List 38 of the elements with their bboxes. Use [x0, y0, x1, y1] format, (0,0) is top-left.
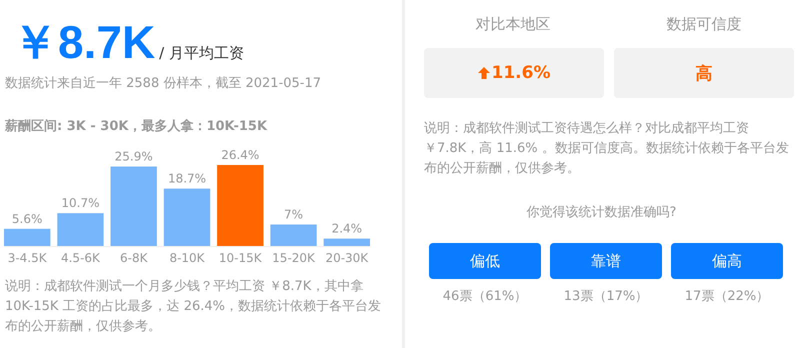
text: 数据统计来自近一年 2588 份样本，截至 2021-05-17 [5, 76, 322, 91]
data-label: 10.7% [61, 196, 100, 210]
text: 数据可信度 [666, 15, 742, 34]
text: 17票（22%） [684, 288, 770, 305]
text: 靠谱 [550, 243, 662, 279]
text: 11.6% [492, 63, 550, 83]
bar [217, 165, 264, 246]
x-tick-label: 20-30K [325, 251, 370, 265]
x-tick-label: 8-10K [169, 251, 206, 265]
bar [324, 238, 370, 246]
bar [4, 228, 50, 246]
text: 高 [614, 48, 794, 98]
text: 你觉得该统计数据准确吗? [526, 204, 678, 221]
text: 说明：成都软件测试工资待遇怎么样？对比成都平均工资￥7.8K，高 11.6% 。数据可信度高。数据统计依赖于各平台发布的公开薪酬，仅供参考。 [424, 120, 790, 178]
data-label: 18.7% [168, 172, 206, 186]
x-tick-label: 4.5-6K [60, 251, 102, 265]
bar [270, 224, 317, 246]
bar [110, 166, 157, 246]
bar [57, 213, 104, 246]
bar [164, 188, 210, 246]
text: 偏低 [429, 243, 541, 279]
data-label: 5.6% [12, 212, 42, 226]
text: 说明：成都软件测试一个月多少钱？平均工资 ￥8.7K，其中拿 10K-15K 工资的占比最多，达 26.4%，数据统计依赖于各平台发布的公开薪酬，仅供参考。 [5, 278, 382, 336]
text: 13票（17%） [562, 288, 650, 305]
chart-subtitle: / 月平均工资 [159, 44, 244, 62]
x-tick-label: 15-20K [272, 251, 316, 265]
text: 46票（61%） [442, 288, 528, 305]
text: 偏高 [671, 243, 783, 279]
x-tick-label: 6-8K [120, 251, 149, 265]
text: 薪酬区间: 3K - 30K，最多人拿：10K-15K [4, 118, 268, 134]
x-tick-label: 3-4.5K [8, 251, 48, 265]
x-tick-label: 10-15K [218, 251, 263, 265]
data-label: 2.4% [332, 222, 362, 236]
chart-title: ￥8.7K [12, 16, 156, 68]
data-label: 25.9% [114, 150, 153, 164]
text: 对比本地区 [474, 15, 552, 34]
data-label: 7% [284, 208, 304, 222]
data-label: 26.4% [221, 148, 260, 162]
